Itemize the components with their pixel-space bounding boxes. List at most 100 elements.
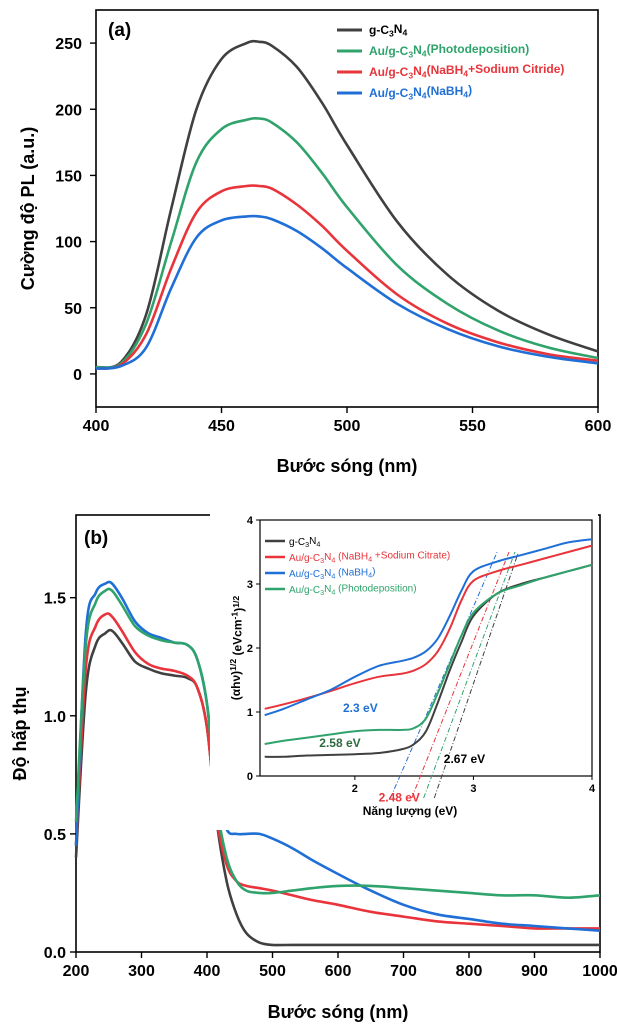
y-tick-label: 150: [55, 168, 82, 185]
inset-x-tick-label: 4: [589, 783, 596, 795]
label-text: (NaBH: [427, 63, 464, 77]
label-text: ): [468, 83, 472, 97]
inset-y-tick-label: 0: [247, 771, 253, 783]
inset-legend-entry: g-C3N4: [289, 536, 320, 549]
x-tick-label: 1000: [582, 963, 617, 980]
panel-label-a: (a): [108, 20, 131, 41]
series-line-0: [95, 39, 599, 369]
x-tick-label: 300: [128, 963, 155, 980]
label-subscript: 4: [331, 555, 335, 564]
label-text: g-C: [289, 537, 305, 548]
label-subscript: 3: [408, 71, 413, 81]
inset-series-line-2: [264, 538, 593, 717]
label-subscript: 4: [463, 69, 468, 79]
inset-background: [210, 514, 598, 830]
series-line-1: [95, 116, 599, 370]
label-text: (αhν): [229, 671, 243, 700]
x-tick-label: 600: [325, 963, 352, 980]
band-gap-annotation: 2.48 eV: [379, 791, 420, 805]
label-subscript: 3: [408, 92, 413, 102]
series-line-3: [95, 214, 599, 370]
label-subscript: 3: [389, 29, 394, 39]
label-text: ): [372, 566, 375, 577]
inset-legend-entry: Au/g-C3N4 (NaBH4 +Sodium Citrate): [289, 550, 450, 565]
label-text: N: [413, 64, 422, 78]
y-tick-label: 250: [55, 36, 82, 53]
series-line-1: [74, 612, 600, 930]
label-text: Au/g-C: [289, 553, 320, 564]
y-tick-label: 100: [55, 235, 82, 252]
series-line-3: [74, 587, 601, 900]
label-subscript: 4: [331, 587, 335, 596]
inset-y-tick-label: 4: [247, 515, 254, 527]
label-text: N: [324, 552, 331, 563]
label-text: N: [413, 85, 422, 99]
label-subscript: 3: [305, 540, 309, 549]
inset-series-line-0: [264, 563, 593, 758]
x-tick-label: 550: [459, 418, 486, 435]
label-subscript: -1: [230, 612, 240, 620]
label-subscript: 4: [368, 570, 372, 579]
label-text: (Photodeposition): [335, 583, 416, 594]
label-text: (NaBH: [335, 551, 368, 562]
label-text: N: [394, 22, 403, 36]
x-tick-label: 500: [259, 963, 286, 980]
label-subscript: 4: [463, 90, 468, 100]
tangent-line: [389, 551, 498, 799]
band-gap-annotation: 2.67 eV: [444, 752, 485, 766]
label-text: (NaBH: [427, 84, 464, 98]
band-gap-annotation: 2.3 eV: [343, 701, 378, 715]
label-text: N: [324, 568, 331, 579]
legend-entry: Au/g-C3N4(NaBH4): [369, 83, 472, 102]
tangent-line: [423, 551, 516, 799]
label-subscript: 1/2: [228, 659, 238, 671]
label-subscript: 3: [408, 50, 413, 60]
series-line-0: [74, 628, 600, 947]
label-subscript: 4: [402, 28, 407, 38]
label-text: (NaBH: [335, 567, 368, 578]
absorbance-chart: 200 300 400 500 600 700 800 900 1000 0.0 0.5 1.0 1.5…: [10, 514, 617, 1022]
label-subscript: 3: [320, 572, 324, 581]
inset-series-line-3: [264, 563, 593, 745]
x-axis-label: Bước sóng (nm): [277, 456, 418, 476]
label-subscript: 4: [331, 571, 335, 580]
band-gap-annotation: 2.58 eV: [319, 736, 360, 750]
panel-label-b: (b): [84, 528, 108, 549]
x-tick-label: 450: [208, 418, 235, 435]
label-subscript: 4: [422, 91, 427, 101]
y-tick-label: 0.0: [44, 945, 66, 962]
x-tick-label: 200: [63, 963, 90, 980]
inset-x-tick-label: 3: [470, 783, 476, 795]
label-text: Au/g-C: [369, 86, 409, 100]
label-text: Au/g-C: [289, 585, 320, 596]
inset-y-tick-label: 2: [247, 643, 253, 655]
y-tick-label: 0.5: [44, 827, 66, 844]
label-text: Au/g-C: [369, 65, 409, 79]
x-tick-label: 500: [334, 418, 361, 435]
y-tick-label: 0: [73, 367, 82, 384]
y-axis-label: Độ hấp thụ: [10, 687, 30, 781]
x-tick-label: 600: [585, 418, 612, 435]
y-axis-label: Cường độ PL (a.u.): [18, 127, 38, 291]
x-tick-label: 900: [521, 963, 548, 980]
x-axis-label: Bước sóng (nm): [268, 1002, 409, 1022]
label-subscript: 4: [316, 539, 320, 548]
inset-x-tick-label: 2: [352, 783, 358, 795]
y-tick-label: 1.0: [44, 709, 66, 726]
inset-y-tick-label: 1: [247, 707, 253, 719]
label-text: N: [413, 43, 422, 57]
tangent-line: [433, 551, 519, 799]
y-tick-label: 1.5: [44, 591, 66, 608]
inset-x-axis-label: Năng lượng (eV): [363, 804, 458, 818]
inset-y-tick-label: 3: [247, 579, 253, 591]
x-tick-label: 400: [83, 418, 110, 435]
x-tick-label: 800: [456, 963, 483, 980]
label-subscript: 4: [422, 70, 427, 80]
label-text: +Sodium Citride): [468, 62, 564, 76]
label-text: Au/g-C: [369, 44, 409, 58]
y-tick-label: 200: [55, 102, 82, 119]
inset-legend-entry: Au/g-C3N4 (Photodeposition): [289, 583, 417, 597]
